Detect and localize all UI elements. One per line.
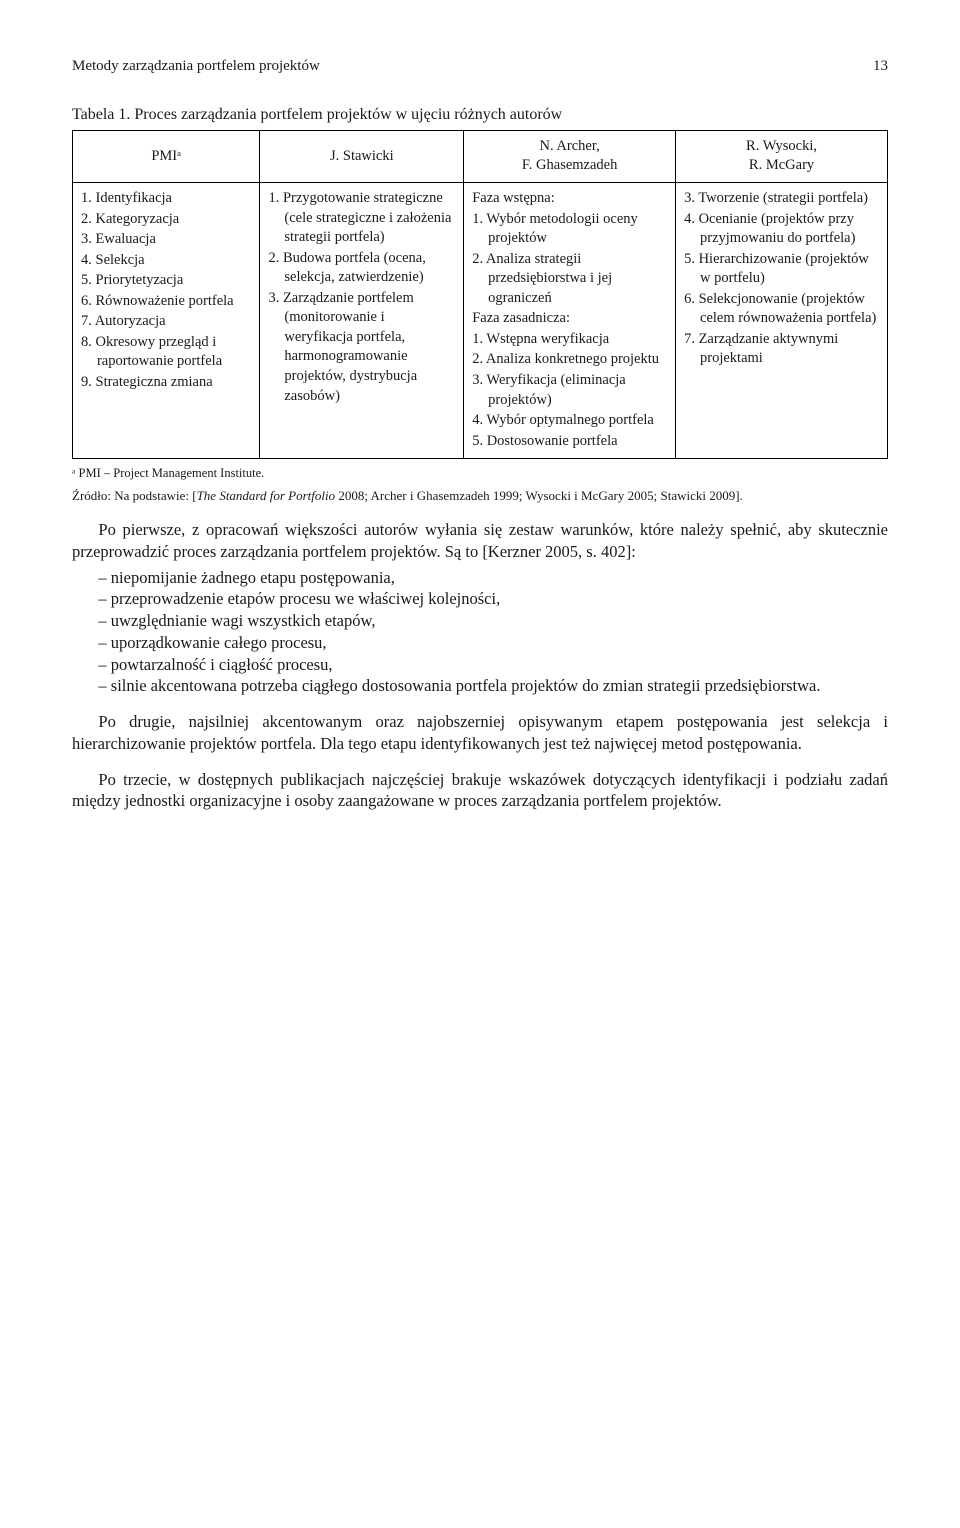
header-line: R. Wysocki, — [746, 138, 817, 154]
list-item: 6. Selekcjonowanie (projektów celem równ… — [684, 290, 879, 329]
list-item: – przeprowadzenie etapów procesu we właś… — [72, 588, 888, 610]
list-item: 9. Strategiczna zmiana — [81, 373, 251, 393]
list-item: 4. Wybór optymalnego portfela — [472, 411, 667, 431]
list-item: – niepomijanie żadnego etapu postępowani… — [72, 567, 888, 589]
table-header-wysocki: R. Wysocki, R. McGary — [676, 130, 888, 182]
list-item: 2. Budowa portfela (ocena, selekcja, zat… — [268, 249, 455, 288]
list-item: – powtarzalność i ciągłość procesu, — [72, 654, 888, 676]
list-item: 5. Hierarchizowanie (projektów w portfel… — [684, 250, 879, 289]
table-caption: Tabela 1. Proces zarządzania portfelem p… — [72, 104, 888, 126]
table-row: 1. Identyfikacja2. Kategoryzacja3. Ewalu… — [73, 182, 888, 458]
running-title: Metody zarządzania portfelem projektów — [72, 56, 320, 76]
list-item: 3. Tworzenie (strategii portfela) — [684, 189, 879, 209]
table-header-pmi: PMIᵃ — [73, 130, 260, 182]
page-number: 13 — [873, 56, 888, 76]
list-item: 1. Wybór metodologii oceny projektów — [472, 210, 667, 249]
table-footnote: ᵃ PMI – Project Management Institute. — [72, 465, 888, 482]
list-item: Faza wstępna: — [472, 189, 667, 209]
source-italic: The Standard for Portfolio — [197, 488, 336, 503]
list-item: 3. Weryfikacja (eliminacja projektów) — [472, 371, 667, 410]
list-item: 6. Równoważenie portfela — [81, 292, 251, 312]
list-item: 5. Dostosowanie portfela — [472, 432, 667, 452]
source-label: Źródło: Na podstawie: [ — [72, 488, 197, 503]
running-head: Metody zarządzania portfelem projektów 1… — [72, 56, 888, 76]
list-item: 7. Zarządzanie aktywnymi projektami — [684, 330, 879, 369]
table-header-stawicki: J. Stawicki — [260, 130, 464, 182]
list-item: 8. Okresowy przegląd i raportowanie port… — [81, 333, 251, 372]
table-source: Źródło: Na podstawie: [The Standard for … — [72, 488, 888, 505]
list-item: 3. Ewaluacja — [81, 230, 251, 250]
list-item: 3. Zarządzanie portfelem (monitorowanie … — [268, 289, 455, 406]
body-paragraph-1: Po pierwsze, z opracowań większości auto… — [72, 519, 888, 563]
body-paragraph-2: Po drugie, najsilniej akcentowanym oraz … — [72, 711, 888, 755]
body-paragraph-3: Po trzecie, w dostępnych publikacjach na… — [72, 769, 888, 813]
list-item: 2. Analiza strategii przedsiębiorstwa i … — [472, 250, 667, 309]
list-item: 1. Wstępna weryfikacja — [472, 330, 667, 350]
list-item: – silnie akcentowana potrzeba ciągłego d… — [72, 675, 888, 697]
bullet-list: – niepomijanie żadnego etapu postępowani… — [72, 567, 888, 698]
list-item: 7. Autoryzacja — [81, 312, 251, 332]
list-item: 1. Przygotowanie strategiczne (cele stra… — [268, 189, 455, 248]
cell-archer: Faza wstępna:1. Wybór metodologii oceny … — [464, 182, 676, 458]
list-item: – uwzględnianie wagi wszystkich etapów, — [72, 610, 888, 632]
header-line: F. Ghasemzadeh — [522, 157, 617, 173]
list-item: 2. Analiza konkretnego projektu — [472, 350, 667, 370]
cell-pmi: 1. Identyfikacja2. Kategoryzacja3. Ewalu… — [73, 182, 260, 458]
list-item: Faza zasadnicza: — [472, 309, 667, 329]
list-item: 2. Kategoryzacja — [81, 210, 251, 230]
source-rest: 2008; Archer i Ghasemzadeh 1999; Wysocki… — [335, 488, 743, 503]
cell-wysocki: 3. Tworzenie (strategii portfela)4. Ocen… — [676, 182, 888, 458]
list-item: 5. Priorytetyzacja — [81, 271, 251, 291]
process-table: PMIᵃ J. Stawicki N. Archer, F. Ghasemzad… — [72, 130, 888, 459]
list-item: 1. Identyfikacja — [81, 189, 251, 209]
header-line: R. McGary — [749, 157, 814, 173]
table-header-archer: N. Archer, F. Ghasemzadeh — [464, 130, 676, 182]
list-item: – uporządkowanie całego procesu, — [72, 632, 888, 654]
list-item: 4. Selekcja — [81, 251, 251, 271]
header-line: N. Archer, — [540, 138, 600, 154]
cell-stawicki: 1. Przygotowanie strategiczne (cele stra… — [260, 182, 464, 458]
list-item: 4. Ocenianie (projektów przy przyjmowani… — [684, 210, 879, 249]
